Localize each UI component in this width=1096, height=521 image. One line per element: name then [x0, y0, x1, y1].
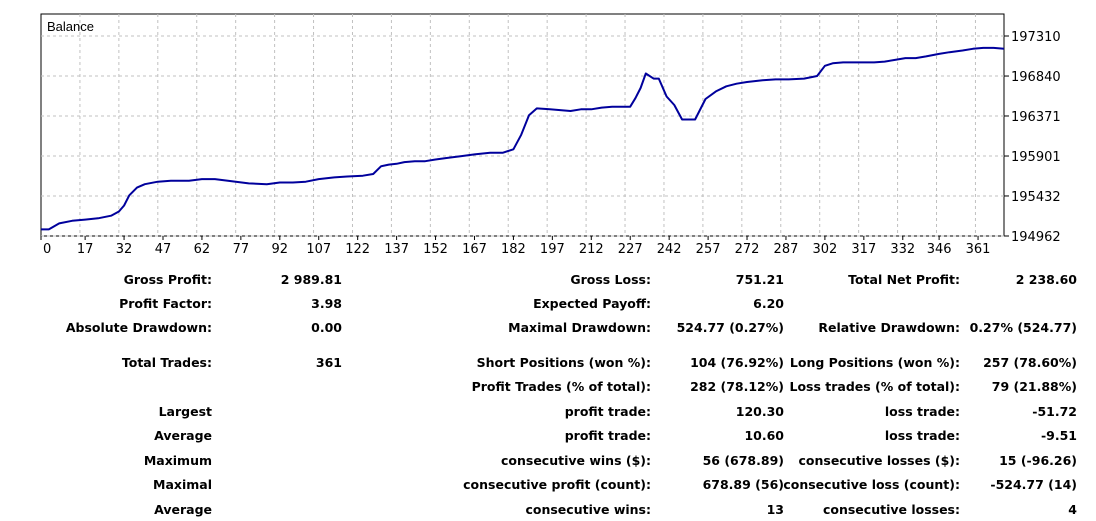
stat-label: Largest — [158, 404, 212, 419]
stat-value: 6.20 — [753, 296, 784, 311]
stat-value: 2 238.60 — [1015, 272, 1077, 287]
x-tick-label: 227 — [618, 242, 643, 257]
x-tick-label: 122 — [345, 242, 370, 257]
stat-value: 361 — [315, 355, 342, 370]
x-tick-label: 302 — [812, 242, 837, 257]
x-tick-label: 0 — [43, 242, 51, 257]
x-tick-label: 137 — [384, 242, 409, 257]
stat-label: Total Net Profit: — [848, 272, 960, 287]
balance-chart-svg: Balance 197310 196840 196371 195901 195432 194… — [40, 13, 1061, 257]
stat-label: Long Positions (won %): — [789, 355, 960, 370]
stats-row: Profit Factor: 3.98 Expected Payoff: 6.20 — [0, 293, 1096, 315]
x-tick-label: 77 — [233, 242, 250, 257]
stat-label: consecutive profit (count): — [463, 477, 651, 492]
stat-label: profit trade: — [564, 404, 651, 419]
stats-row: Largest profit trade: 120.30 loss trade: -51… — [0, 401, 1096, 423]
stat-value: 3.98 — [311, 296, 342, 311]
x-tick-label: 17 — [77, 242, 94, 257]
test-statistics-table: Gross Profit: 2 989.81 Gross Loss: 751.21 To… — [0, 262, 1096, 518]
stat-value: 524.77 (0.27%) — [676, 320, 784, 335]
stat-label: Profit Factor: — [119, 296, 212, 311]
x-tick-label: 272 — [735, 242, 760, 257]
stat-label: Maximal Drawdown: — [508, 320, 651, 335]
y-tick-label: 195432 — [1011, 190, 1061, 205]
stat-value: 104 (76.92%) — [690, 355, 784, 370]
stats-row: Maximum consecutive wins ($): 56 (678.89) c… — [0, 450, 1096, 472]
x-tick-label: 107 — [306, 242, 331, 257]
x-tick-label: 152 — [423, 242, 448, 257]
stat-label: profit trade: — [564, 428, 651, 443]
stat-value: 120.30 — [735, 404, 784, 419]
stat-label: Relative Drawdown: — [818, 320, 960, 335]
y-tick-label: 197310 — [1011, 30, 1061, 45]
stat-label: Total Trades: — [121, 355, 212, 370]
x-tick-label: 212 — [579, 242, 604, 257]
stat-label: loss trade: — [884, 404, 960, 419]
stat-label: consecutive losses ($): — [798, 453, 960, 468]
stat-value: 751.21 — [735, 272, 784, 287]
stat-value: -51.72 — [1032, 404, 1077, 419]
stat-value: 678.89 (56) — [702, 477, 784, 492]
stats-row: Gross Profit: 2 989.81 Gross Loss: 751.21 To… — [0, 269, 1096, 291]
x-tick-label: 47 — [155, 242, 172, 257]
x-tick-label: 182 — [501, 242, 526, 257]
stat-value: 0.00 — [311, 320, 342, 335]
stat-label: Loss trades (% of total): — [789, 379, 960, 394]
x-tick-label: 197 — [540, 242, 565, 257]
stat-label: loss trade: — [884, 428, 960, 443]
stat-value: 2 989.81 — [280, 272, 342, 287]
stat-label: Average — [154, 502, 212, 517]
x-tick-label: 361 — [966, 242, 991, 257]
stat-value: 79 (21.88%) — [991, 379, 1077, 394]
x-tick-label: 346 — [927, 242, 952, 257]
stat-label: Expected Payoff: — [533, 296, 651, 311]
stat-value: 257 (78.60%) — [983, 355, 1077, 370]
x-tick-label: 287 — [774, 242, 799, 257]
stat-label: Maximal — [153, 477, 212, 492]
stat-label: Maximum — [143, 453, 212, 468]
stat-label: Absolute Drawdown: — [65, 320, 212, 335]
balance-line — [41, 46, 1005, 231]
stat-value: 15 (-96.26) — [999, 453, 1077, 468]
stats-row: Maximal consecutive profit (count): 678.89… — [0, 474, 1096, 496]
stats-row: Profit Trades (% of total): 282 (78.12%) L… — [0, 376, 1096, 398]
stat-label: consecutive losses: — [822, 502, 960, 517]
x-tick-label: 32 — [116, 242, 133, 257]
stat-label: Gross Loss: — [570, 272, 651, 287]
stat-value: -9.51 — [1040, 428, 1077, 443]
stat-value: 10.60 — [744, 428, 784, 443]
stat-value: 13 — [766, 502, 784, 517]
y-tick-label: 194962 — [1011, 230, 1061, 245]
y-tick-label: 196371 — [1011, 110, 1061, 125]
stat-value: 56 (678.89) — [702, 453, 784, 468]
stat-label: Short Positions (won %): — [476, 355, 651, 370]
stats-row: Total Trades: 361 Short Positions (won %):… — [0, 352, 1096, 374]
stat-value: 282 (78.12%) — [690, 379, 784, 394]
stats-row: Average profit trade: 10.60 loss trade: -9.5… — [0, 425, 1096, 447]
y-tick-label: 195901 — [1011, 150, 1061, 165]
x-tick-label: 317 — [851, 242, 876, 257]
stats-row: Absolute Drawdown: 0.00 Maximal Drawdown: 5… — [0, 317, 1096, 339]
stat-value: -524.77 (14) — [990, 477, 1077, 492]
stat-label: Profit Trades (% of total): — [471, 379, 651, 394]
stat-label: Average — [154, 428, 212, 443]
x-tick-label: 62 — [194, 242, 211, 257]
stat-label: consecutive wins ($): — [500, 453, 651, 468]
x-tick-label: 92 — [272, 242, 289, 257]
plot-area — [40, 13, 1005, 237]
stat-label: Gross Profit: — [123, 272, 212, 287]
stat-label: consecutive loss (count): — [783, 477, 960, 492]
x-tick-label: 242 — [657, 242, 682, 257]
y-tick-label: 196840 — [1011, 70, 1061, 85]
stats-row: Average consecutive wins: 13 consecutive lo… — [0, 499, 1096, 521]
x-tick-label: 167 — [462, 242, 487, 257]
stat-value: 4 — [1068, 502, 1077, 517]
stat-value: 0.27% (524.77) — [969, 320, 1077, 335]
chart-title: Balance — [47, 19, 94, 34]
x-tick-label: 332 — [890, 242, 915, 257]
balance-chart: Balance 197310 196840 196371 195901 195432 194… — [40, 13, 1061, 257]
stat-label: consecutive wins: — [525, 502, 651, 517]
x-tick-label: 257 — [696, 242, 721, 257]
